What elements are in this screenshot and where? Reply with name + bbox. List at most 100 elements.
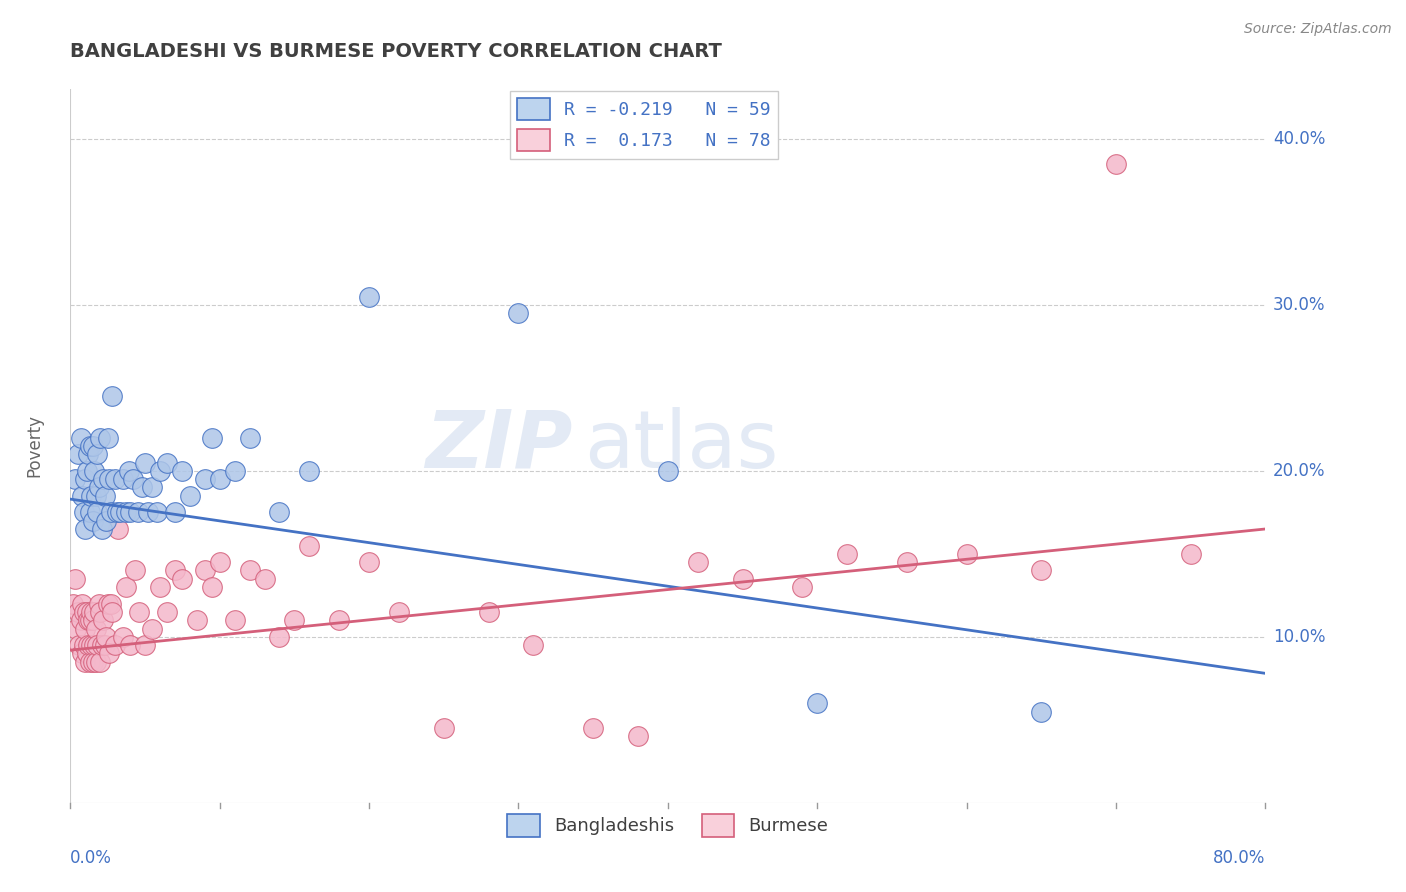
Point	[73, 505, 96, 519]
Point	[77, 447, 100, 461]
Point	[75, 622, 97, 636]
Point	[224, 613, 246, 627]
Point	[111, 630, 134, 644]
Point	[896, 555, 918, 569]
Point	[107, 522, 129, 536]
Point	[163, 564, 186, 578]
Point	[65, 622, 87, 636]
Point	[82, 655, 104, 669]
Point	[149, 464, 172, 478]
Point	[1031, 705, 1053, 719]
Point	[83, 464, 105, 478]
Point	[114, 505, 136, 519]
Point	[686, 555, 709, 569]
Point	[163, 505, 186, 519]
Point	[86, 638, 108, 652]
Point	[792, 580, 814, 594]
Point	[82, 439, 104, 453]
Point	[117, 464, 139, 478]
Point	[84, 489, 107, 503]
Point	[388, 605, 411, 619]
Point	[127, 505, 149, 519]
Point	[100, 505, 122, 519]
Point	[298, 464, 321, 478]
Point	[86, 447, 108, 461]
Point	[70, 489, 93, 503]
Point	[120, 638, 141, 652]
Text: Source: ZipAtlas.com: Source: ZipAtlas.com	[1244, 22, 1392, 37]
Point	[508, 306, 530, 320]
Text: atlas: atlas	[585, 407, 779, 485]
Point	[298, 539, 321, 553]
Point	[136, 505, 159, 519]
Point	[63, 472, 86, 486]
Point	[84, 622, 107, 636]
Point	[79, 505, 101, 519]
Point	[111, 472, 134, 486]
Point	[87, 481, 110, 495]
Point	[131, 481, 153, 495]
Point	[62, 597, 84, 611]
Point	[141, 481, 163, 495]
Point	[91, 613, 114, 627]
Point	[82, 514, 104, 528]
Point	[69, 431, 91, 445]
Point	[108, 505, 131, 519]
Point	[134, 456, 156, 470]
Point	[70, 647, 93, 661]
Point	[96, 630, 118, 644]
Point	[98, 472, 121, 486]
Point	[114, 580, 136, 594]
Point	[156, 605, 179, 619]
Point	[104, 638, 127, 652]
Point	[82, 613, 104, 627]
Point	[149, 580, 172, 594]
Point	[76, 605, 98, 619]
Point	[582, 721, 605, 735]
Point	[128, 605, 150, 619]
Point	[91, 472, 114, 486]
Point	[120, 505, 141, 519]
Text: BANGLADESHI VS BURMESE POVERTY CORRELATION CHART: BANGLADESHI VS BURMESE POVERTY CORRELATI…	[70, 42, 723, 61]
Point	[97, 597, 120, 611]
Point	[90, 638, 112, 652]
Point	[208, 555, 231, 569]
Point	[100, 597, 122, 611]
Point	[63, 572, 86, 586]
Point	[201, 580, 224, 594]
Point	[657, 464, 679, 478]
Point	[837, 547, 859, 561]
Point	[269, 505, 291, 519]
Point	[141, 622, 163, 636]
Point	[101, 389, 124, 403]
Text: Poverty: Poverty	[25, 415, 44, 477]
Point	[76, 464, 98, 478]
Point	[124, 564, 146, 578]
Point	[172, 464, 194, 478]
Point	[186, 613, 208, 627]
Point	[87, 597, 110, 611]
Point	[269, 630, 291, 644]
Point	[359, 290, 381, 304]
Point	[359, 555, 381, 569]
Text: 0.0%: 0.0%	[70, 849, 112, 867]
Point	[89, 655, 111, 669]
Point	[806, 696, 828, 710]
Point	[122, 472, 145, 486]
Point	[208, 472, 231, 486]
Legend: Bangladeshis, Burmese: Bangladeshis, Burmese	[501, 807, 835, 844]
Point	[172, 572, 194, 586]
Point	[478, 605, 501, 619]
Point	[73, 605, 96, 619]
Point	[96, 514, 118, 528]
Point	[1031, 564, 1053, 578]
Point	[156, 456, 179, 470]
Point	[80, 489, 103, 503]
Point	[83, 605, 105, 619]
Point	[90, 522, 112, 536]
Point	[146, 505, 169, 519]
Point	[80, 605, 103, 619]
Point	[77, 613, 100, 627]
Point	[70, 597, 93, 611]
Point	[194, 564, 217, 578]
